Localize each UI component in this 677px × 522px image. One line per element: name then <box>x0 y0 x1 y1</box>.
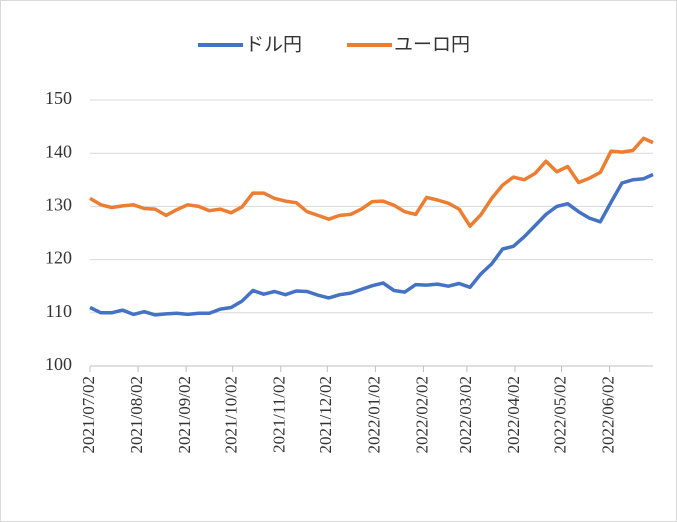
y-tick-label: 100 <box>45 354 72 374</box>
x-tick-label: 2022/04/02 <box>504 376 523 453</box>
y-tick-label: 130 <box>45 195 72 215</box>
x-tick-label: 2022/02/02 <box>412 376 431 453</box>
x-tick-label: 2021/09/02 <box>175 376 194 453</box>
legend-label: ドル円 <box>245 34 302 55</box>
x-tick-label: 2021/12/02 <box>316 376 335 453</box>
series-line <box>89 136 654 228</box>
legend-label: ユーロ円 <box>394 34 470 55</box>
x-tick-label: 2021/08/02 <box>127 376 146 453</box>
x-tick-label: 2021/07/02 <box>79 376 98 453</box>
x-tick-label: 2022/01/02 <box>364 376 383 453</box>
y-tick-label: 150 <box>45 88 72 108</box>
x-tick-label: 2022/03/02 <box>456 376 475 453</box>
x-tick-label: 2022/06/02 <box>598 376 617 453</box>
series-line <box>89 172 654 317</box>
x-tick-label: 2021/10/02 <box>222 376 241 453</box>
x-tick-label: 2022/05/02 <box>550 376 569 453</box>
x-tick-label: 2021/11/02 <box>270 376 289 453</box>
y-tick-label: 120 <box>45 248 72 268</box>
y-tick-label: 140 <box>45 141 72 161</box>
y-tick-label: 110 <box>46 301 72 321</box>
